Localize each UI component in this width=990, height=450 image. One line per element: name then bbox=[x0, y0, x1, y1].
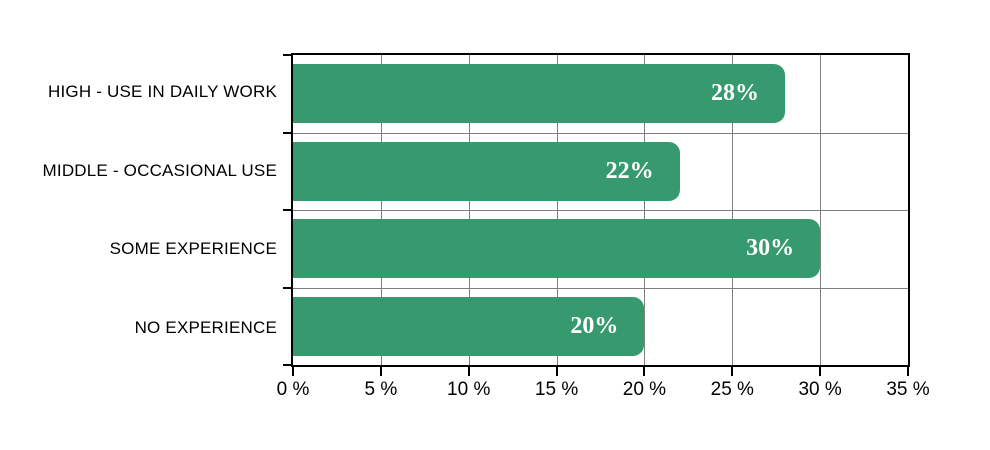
category-axis: HIGH - USE IN DAILY WORK MIDDLE - OCCASI… bbox=[0, 53, 284, 367]
bar-row: 28% bbox=[293, 55, 908, 133]
bar-series: 28% 22% 30% 20% bbox=[293, 55, 908, 365]
x-axis-tick bbox=[467, 365, 470, 376]
category-label: NO EXPERIENCE bbox=[134, 317, 277, 337]
y-axis-tick bbox=[283, 209, 293, 211]
x-axis-label: 15 % bbox=[534, 379, 579, 400]
x-axis-tick bbox=[643, 365, 646, 376]
bar-row: 30% bbox=[293, 210, 908, 288]
x-axis-tick bbox=[292, 365, 294, 376]
x-axis-label: 35 % bbox=[886, 379, 930, 400]
x-axis-label: 25 % bbox=[710, 379, 754, 400]
y-axis-tick bbox=[283, 54, 293, 56]
bar-row: 22% bbox=[293, 133, 908, 211]
x-axis-tick bbox=[907, 365, 909, 376]
category-label: SOME EXPERIENCE bbox=[109, 239, 277, 259]
horizontal-gridline bbox=[293, 210, 908, 211]
bar-row: 20% bbox=[293, 288, 908, 366]
y-axis-tick bbox=[283, 286, 293, 289]
x-axis-tick bbox=[555, 365, 558, 376]
x-axis-label: 10 % bbox=[447, 379, 491, 400]
bar: 28% bbox=[293, 64, 785, 124]
y-axis-tick bbox=[283, 131, 293, 134]
horizontal-gridline bbox=[293, 132, 908, 134]
x-axis-label: 20 % bbox=[622, 379, 667, 400]
bar-value-label: 22% bbox=[605, 157, 654, 184]
x-axis-tick bbox=[731, 365, 734, 376]
horizontal-gridline bbox=[293, 287, 908, 289]
bar-value-label: 30% bbox=[746, 235, 795, 262]
bar-value-label: 28% bbox=[711, 80, 759, 107]
plot-area: 28% 22% 30% 20% bbox=[277, 53, 930, 400]
category-label: HIGH - USE IN DAILY WORK bbox=[48, 82, 277, 102]
x-axis-label: 5 % bbox=[364, 379, 398, 400]
bar: 22% bbox=[293, 141, 680, 201]
x-axis-label: 0 % bbox=[276, 379, 310, 400]
bar-value-label: 20% bbox=[570, 312, 619, 339]
bar: 20% bbox=[293, 296, 645, 356]
y-axis-tick bbox=[283, 364, 293, 366]
bar: 30% bbox=[293, 219, 821, 279]
x-axis-tick bbox=[819, 365, 822, 376]
category-label: MIDDLE - OCCASIONAL USE bbox=[42, 160, 277, 180]
x-axis-tick bbox=[379, 365, 382, 376]
x-axis-label: 30 % bbox=[798, 379, 842, 400]
